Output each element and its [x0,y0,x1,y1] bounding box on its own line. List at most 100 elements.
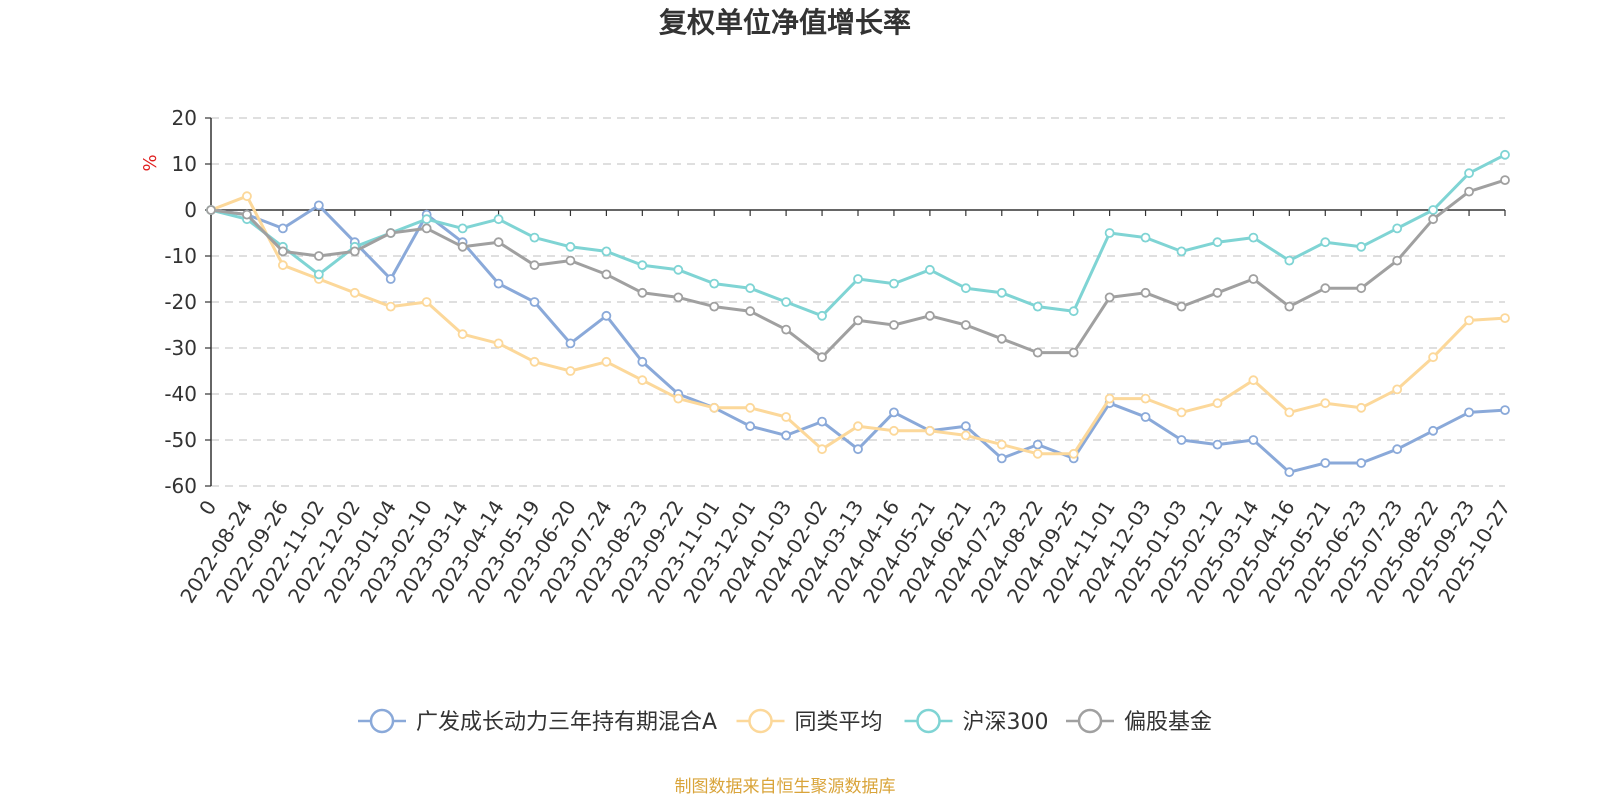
data-point [673,292,684,303]
legend-item-2[interactable]: 同类平均 [736,708,883,735]
data-point [1428,352,1439,363]
y-tick-label: -20 [164,290,197,314]
data-point [529,260,540,271]
y-tick-labels: 20 10 0 -10 -20 -30 -40 -50 -60 [164,106,197,498]
data-point [385,228,396,238]
data-point [996,439,1007,450]
data-point [1032,301,1043,312]
data-point [1032,448,1043,459]
data-point [601,356,612,367]
data-point [924,425,935,436]
data-point [1500,313,1510,324]
data-point [1500,149,1510,160]
data-point [565,366,576,376]
data-point [565,241,576,252]
legend-item-1[interactable]: 广发成长动力三年持有期混合A [358,708,717,735]
data-point [745,283,756,294]
data-point [1176,301,1187,312]
data-point [1392,444,1403,455]
data-point [924,310,935,321]
legend-marker-icon [369,708,395,734]
data-point [385,301,396,312]
data-point [1356,458,1367,468]
data-point [421,223,432,234]
data-point [1284,407,1295,418]
data-point [1356,241,1367,252]
data-point [1212,237,1223,248]
source-note: 制图数据来自恒生聚源数据库 [675,777,896,797]
data-point [1176,435,1187,445]
data-point [853,274,863,284]
data-point [1068,347,1079,358]
data-point [565,338,576,349]
data-point [637,356,648,367]
data-point [457,223,468,234]
data-point [1212,287,1223,298]
series-path [209,178,1507,359]
data-point [745,421,756,432]
legend-marker-icon [916,708,941,734]
data-point [960,430,971,441]
legend-item-4[interactable]: 偏股基金 [1066,708,1212,735]
series-path [209,203,1507,474]
data-point [1032,439,1043,450]
data-point [277,246,288,257]
data-point [1284,255,1295,266]
y-tick-label: -40 [164,382,197,406]
data-point [889,278,899,289]
data-point [1248,274,1259,284]
data-point [673,393,684,404]
data-point [1428,214,1439,225]
y-tick-label: -30 [164,336,197,360]
data-point [781,430,792,441]
data-point [601,269,612,280]
data-point [1464,186,1474,197]
data-point [1428,205,1439,215]
data-point [242,191,252,202]
data-point [1248,232,1259,243]
series-line-1 [206,200,1510,478]
data-point [1284,301,1295,312]
data-point [385,274,396,284]
data-point [637,260,648,271]
data-point [565,255,576,266]
data-point [457,241,468,252]
data-point [1464,315,1474,326]
series-line-4 [206,175,1510,363]
chart-title: 复权单位净值增长率 [659,6,911,39]
series-path [209,153,1507,318]
data-point [1032,347,1043,358]
data-point [996,453,1007,464]
data-point [745,306,756,317]
data-point [1104,393,1115,404]
data-point [637,375,648,386]
data-point [1320,458,1331,468]
data-point [242,209,252,220]
data-point [1356,402,1367,413]
data-point [1284,467,1295,478]
legend-label: 沪深300 [963,710,1049,735]
data-point [960,421,971,432]
data-point [1176,407,1187,418]
data-point [1140,287,1151,298]
data-point [1140,393,1151,404]
data-point [1392,223,1403,234]
data-point [996,333,1007,344]
data-point [601,246,612,257]
data-point [277,223,288,234]
data-point [817,444,827,455]
data-point [889,320,899,330]
legend-item-3[interactable]: 沪深300 [904,708,1049,735]
data-point [1320,398,1331,409]
y-tick-label: 10 [172,152,197,176]
data-point [1248,435,1259,445]
data-point [924,264,935,275]
data-point [1176,246,1187,257]
data-point [529,232,540,243]
data-point [1140,232,1151,243]
data-point [781,412,792,422]
legend-label: 偏股基金 [1124,710,1212,735]
data-point [960,283,971,294]
data-point [889,407,899,418]
